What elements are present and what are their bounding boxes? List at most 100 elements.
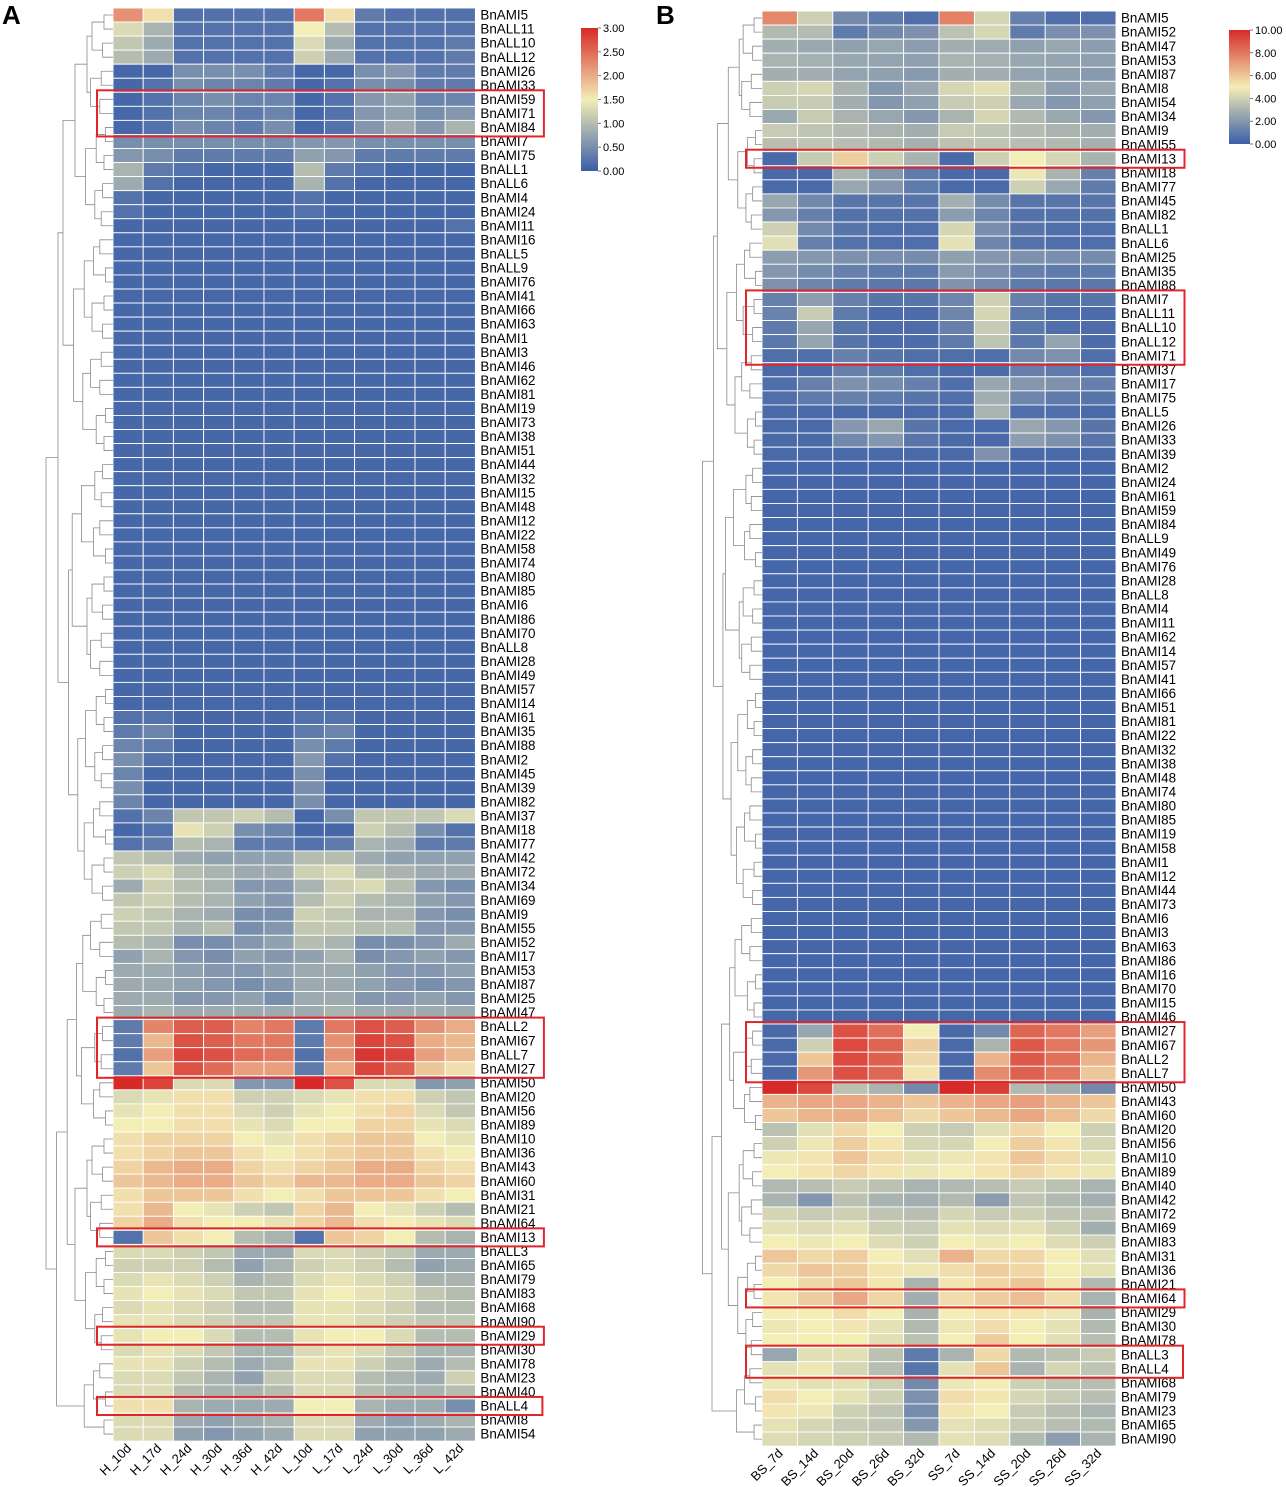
heatmap-cell [973,981,1011,997]
heatmap-cell [112,302,144,318]
heatmap-cell [293,288,325,304]
heatmap-cell [796,1248,834,1264]
heatmap-cell [142,569,174,585]
heatmap-cell [142,780,174,796]
heatmap-cell [414,119,446,135]
heatmap-cell [293,105,325,121]
row-label: BnAMI71 [1121,348,1176,363]
heatmap-cell [142,906,174,922]
heatmap-cell [414,991,446,1007]
heatmap-cell [112,906,144,922]
heatmap-cell [354,1426,386,1442]
column-label: H_42d [248,1441,286,1479]
row-label: BnALL6 [480,176,528,191]
heatmap-cell [112,344,144,360]
heatmap-cell [323,1159,356,1175]
row-label: BnAMI75 [1121,391,1176,406]
heatmap-cell [293,1257,325,1273]
row-label: BnAMI21 [1121,1277,1176,1292]
heatmap-cell [903,1389,940,1405]
heatmap-cell [867,671,905,687]
row-label: BnAMI64 [1121,1291,1177,1306]
heatmap-cell [761,193,798,209]
heatmap-cell [903,1347,940,1363]
heatmap-cell [172,653,205,669]
heatmap-cell [354,344,386,360]
row-label: BnAMI87 [480,977,535,992]
heatmap-cell [172,1145,205,1161]
heatmap-cell [832,348,869,364]
heatmap-cell [832,418,869,434]
heatmap-cell [938,1051,975,1067]
heatmap-cell [1044,235,1082,251]
heatmap-cell [832,460,869,476]
heatmap-cell [1044,151,1082,167]
heatmap-cell [903,24,940,40]
heatmap-cell [112,639,144,655]
heatmap-cell [761,1192,798,1208]
heatmap-cell [414,1117,446,1133]
heatmap-cell [1080,643,1117,659]
heatmap-cell [233,1272,265,1288]
heatmap-cell [263,681,295,697]
heatmap-cell [867,390,905,406]
heatmap-cell [263,372,295,388]
heatmap-cell [973,587,1011,603]
highlight-box [745,1021,1186,1084]
heatmap-cell [903,615,940,631]
heatmap-cell [796,376,834,392]
heatmap-cell [1044,460,1082,476]
heatmap-cell [263,260,295,276]
heatmap-cell [867,1361,905,1377]
heatmap-cell [1080,1248,1117,1264]
heatmap-cell [973,24,1011,40]
heatmap-cell [112,541,144,557]
heatmap-cell [293,920,325,936]
heatmap-cell [1044,742,1082,758]
heatmap-cell [903,460,940,476]
heatmap-cell [1009,559,1046,575]
heatmap-cell [172,1328,205,1344]
heatmap-cell [384,625,416,641]
heatmap-cell [112,667,144,683]
heatmap-cell [761,1347,798,1363]
heatmap-cell [796,671,834,687]
heatmap-cell [1044,573,1082,589]
heatmap-cell [414,1257,446,1273]
heatmap-cell [761,840,798,856]
row-label: BnAMI82 [480,794,535,809]
heatmap-cell [1009,10,1046,26]
heatmap-cell [1044,179,1082,195]
heatmap-cell [1080,38,1117,54]
column-label: L_17d [309,1441,345,1477]
heatmap-cell [761,474,798,490]
heatmap-cell [444,710,476,726]
heatmap-cell [293,485,325,501]
heatmap-cell [172,1061,205,1077]
heatmap-cell [973,306,1011,321]
heatmap-cell [112,415,144,430]
heatmap-cell [172,35,205,51]
heatmap-cell [796,1093,834,1109]
heatmap-cell [938,10,975,26]
heatmap-cell [444,429,476,445]
heatmap-cell [384,485,416,501]
heatmap-cell [414,218,446,234]
heatmap-cell [444,752,476,768]
heatmap-cell [761,1389,798,1405]
heatmap-cell [323,204,356,220]
heatmap-cell [444,471,476,487]
heatmap-cell [761,770,798,786]
heatmap-cell [142,1328,174,1344]
heatmap-cell [293,1370,325,1386]
heatmap-cell [354,1286,386,1302]
heatmap-cell [112,794,144,810]
heatmap-cell [142,850,174,866]
row-label: BnAMI3 [1121,925,1169,940]
heatmap-cell [414,513,446,529]
heatmap-cell [1044,320,1082,336]
heatmap-cell [142,1047,174,1063]
heatmap-cell [293,1089,325,1105]
heatmap-cell [142,316,174,332]
heatmap-cell [233,1103,265,1119]
